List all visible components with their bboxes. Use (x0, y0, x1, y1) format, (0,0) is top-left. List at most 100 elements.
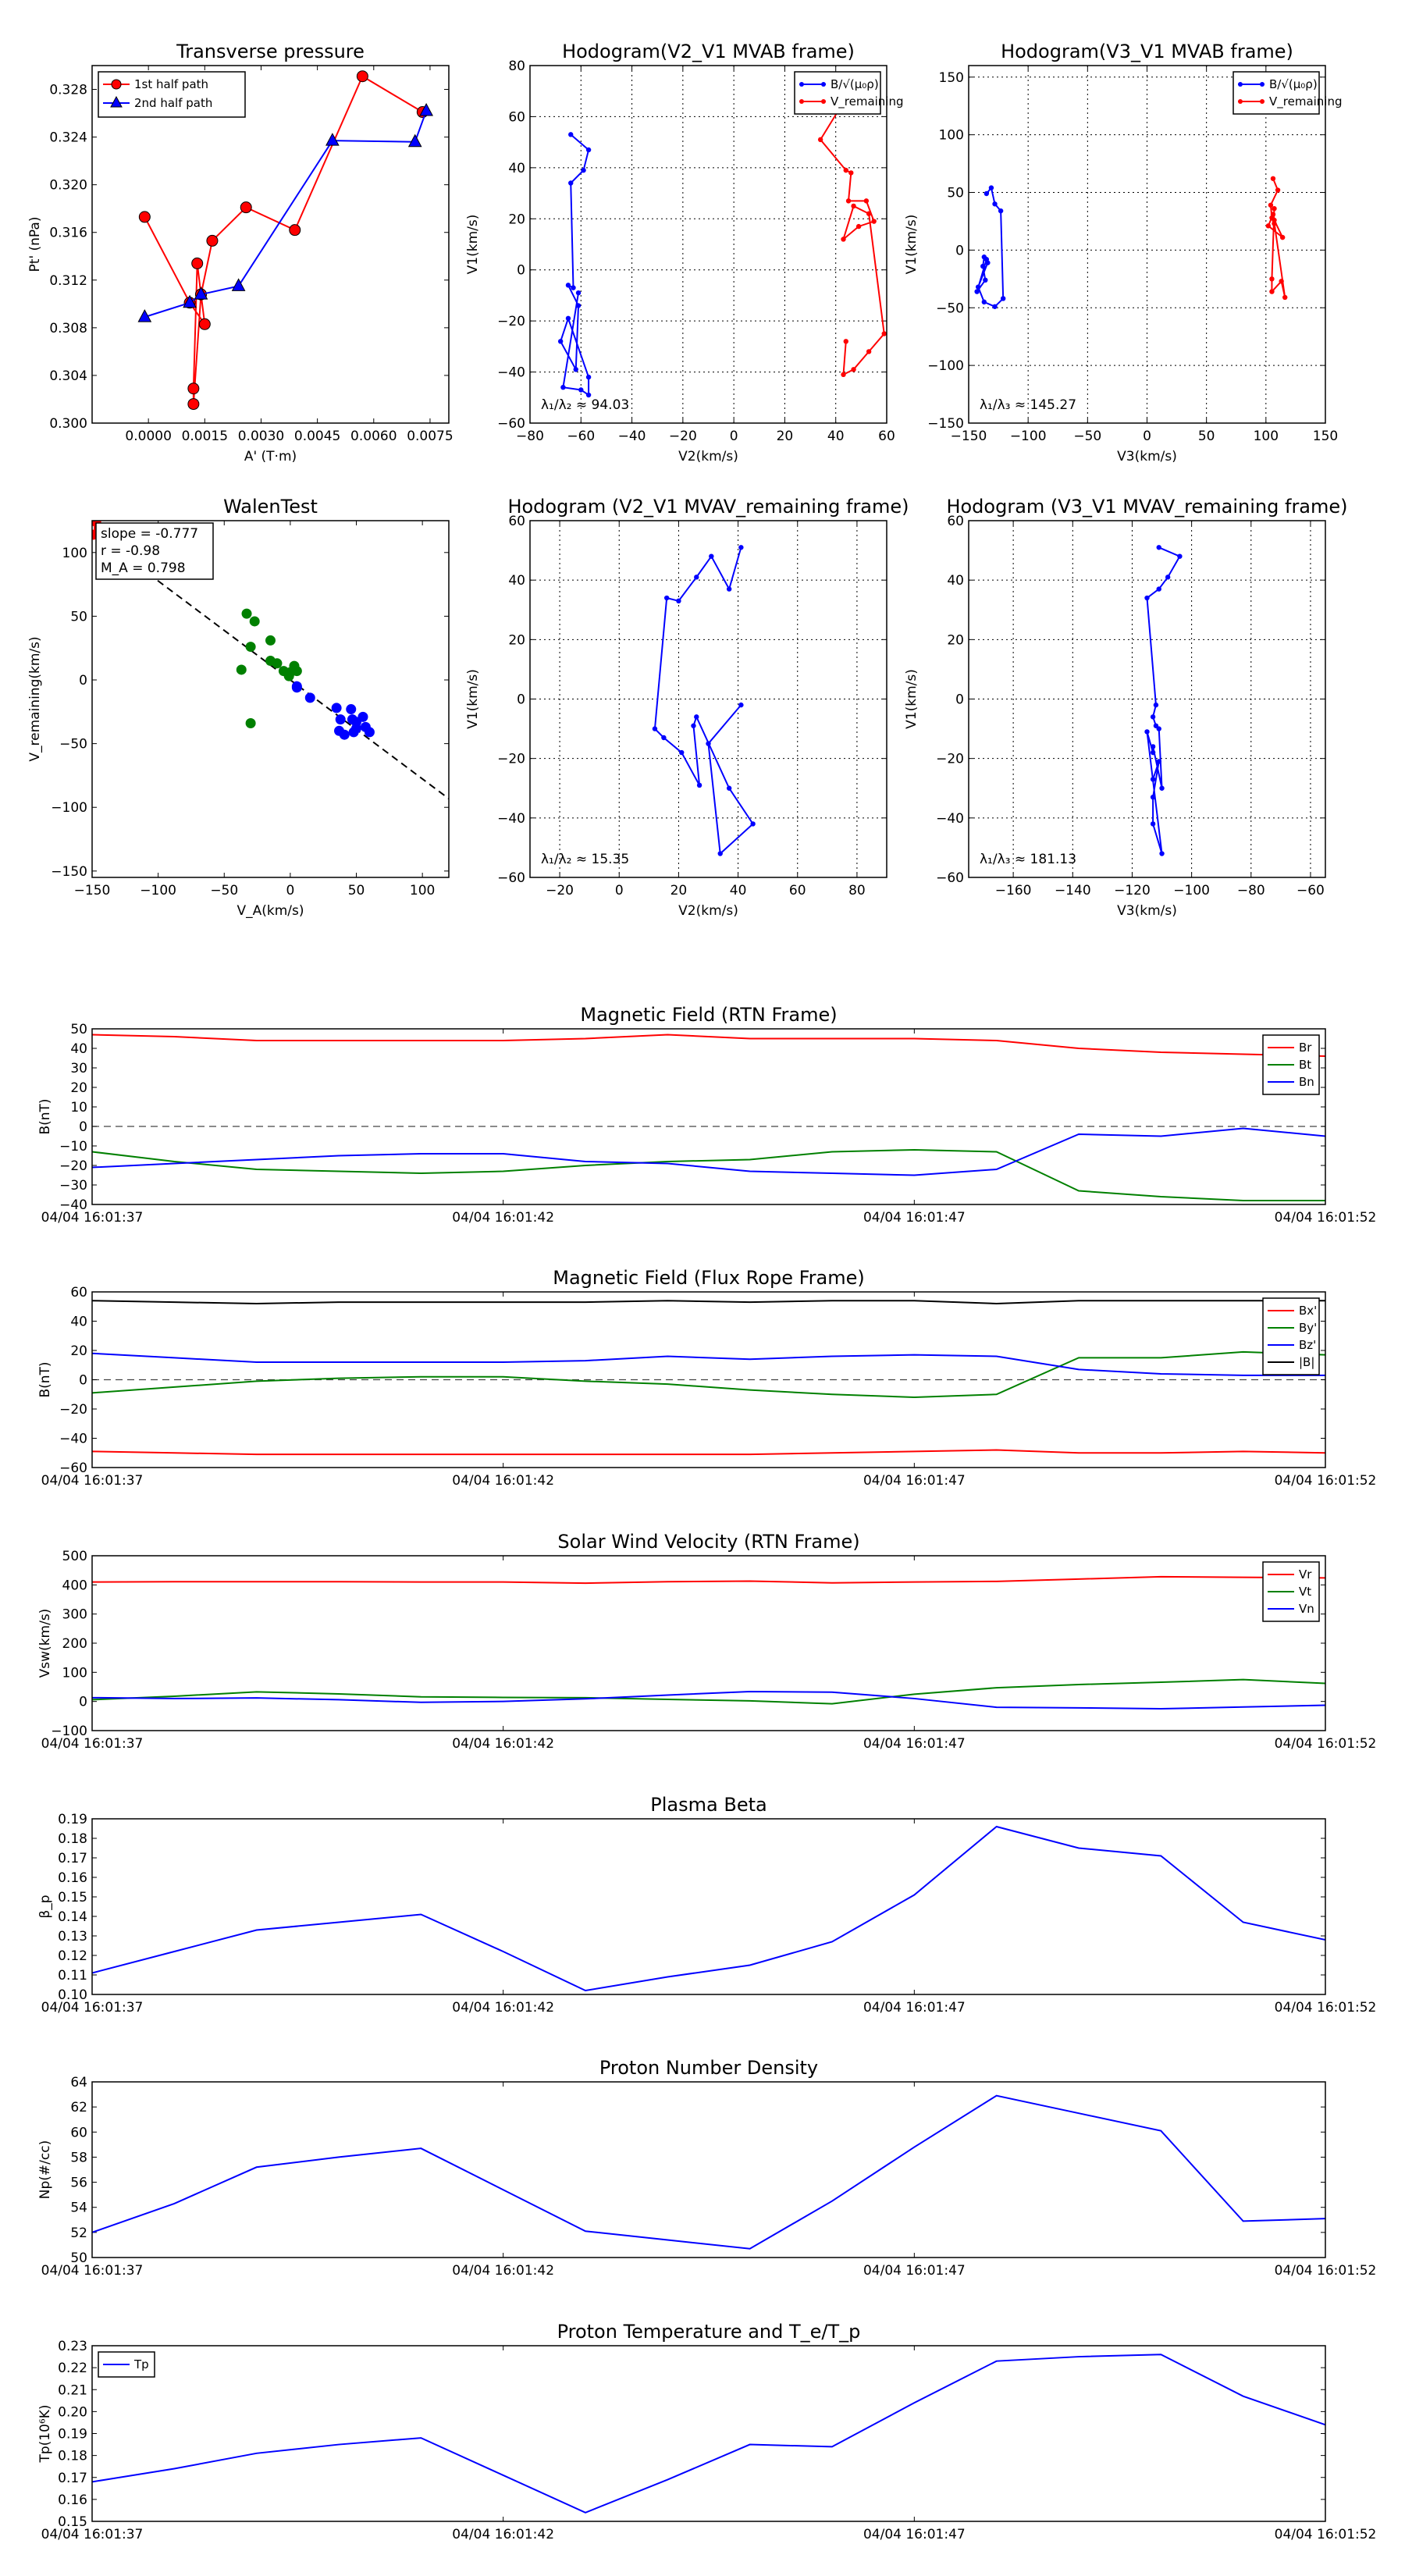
legend-marker (1238, 82, 1243, 87)
y-axis-label: Pt' (nPa) (27, 217, 43, 272)
data-point (738, 545, 744, 550)
y-tick-label: −60 (936, 870, 964, 886)
y-axis-label: V1(km/s) (904, 215, 919, 275)
y-tick-label: 100 (62, 546, 87, 561)
chart-3: WalenTest −150 −100 −50 0 50 100 −150 −100 −50 0 50… (27, 496, 450, 919)
x-axis-label: A' (T·m) (244, 449, 297, 464)
x-tick-label: 04/04 16:01:52 (1275, 1210, 1377, 1226)
series-line-3 (92, 1300, 1325, 1305)
plot-area (652, 545, 756, 856)
y-tick-label: 20 (947, 632, 964, 648)
data-point (575, 290, 582, 296)
plot-frame (91, 1028, 1326, 1205)
y-tick-label: 0 (79, 673, 87, 688)
x-tick-label: −100 (1173, 883, 1210, 898)
data-point (1272, 206, 1277, 212)
plot-frame (968, 520, 1326, 878)
y-tick-label: 300 (62, 1607, 87, 1623)
data-point (1275, 187, 1281, 193)
x-tick-label: 0 (286, 883, 294, 898)
data-point (351, 723, 362, 734)
chart-2: Hodogram(V3_V1 MVAB frame) −150 −100 −50 0 50… (904, 41, 1343, 464)
data-point (848, 170, 854, 176)
plot-area (92, 1575, 1325, 1710)
y-tick-label: 0.19 (58, 1812, 87, 1827)
y-tick-label: 40 (508, 161, 525, 176)
plot-frame (91, 2345, 1326, 2522)
y-tick-label: 0.16 (58, 1870, 87, 1886)
data-point (198, 318, 211, 330)
chart-title: Transverse pressure (176, 41, 365, 62)
chart-10: Proton Number Density 04/04 16:01:37 04/04… (37, 2057, 1376, 2279)
plot-frame (968, 65, 1326, 424)
data-point (1150, 794, 1156, 800)
data-point (272, 658, 283, 669)
data-point (1270, 212, 1276, 217)
data-point (289, 224, 301, 237)
series-line-1 (819, 105, 885, 376)
series-line-1 (144, 110, 428, 318)
chart-title: Hodogram(V2_V1 MVAB frame) (562, 41, 855, 62)
legend-label: Br (1299, 1041, 1312, 1055)
y-tick-label: 50 (70, 1022, 87, 1037)
x-tick-label: −80 (516, 429, 544, 444)
y-tick-label: −50 (59, 737, 87, 753)
data-point (1270, 176, 1276, 181)
y-tick-label: 500 (62, 1549, 87, 1564)
y-tick-label: 40 (508, 573, 525, 589)
data-point (679, 749, 685, 756)
y-tick-label: 30 (70, 1061, 87, 1076)
series-line-0 (92, 1449, 1325, 1456)
series-line-0 (92, 2354, 1325, 2514)
y-tick-label: 0.15 (58, 2514, 87, 2530)
chart-7: Magnetic Field (Flux Rope Frame) 04/04 16… (37, 1267, 1376, 1489)
x-tick-label: −50 (210, 883, 238, 898)
y-tick-label: 0.22 (58, 2361, 87, 2376)
x-tick-label: 04/04 16:01:37 (41, 2000, 144, 2016)
chart-title: Magnetic Field (RTN Frame) (580, 1004, 837, 1026)
y-tick-label: 52 (70, 2226, 87, 2241)
x-tick-label: 04/04 16:01:37 (41, 1736, 144, 1752)
y-axis-label: B(nT) (37, 1361, 53, 1397)
y-tick-label: 0 (79, 1373, 87, 1389)
x-tick-label: 50 (1198, 429, 1215, 444)
data-point (335, 714, 346, 725)
legend-label: Vn (1299, 1602, 1314, 1616)
data-point (1272, 217, 1277, 223)
series-line-1 (92, 1678, 1325, 1705)
x-tick-label: −50 (1073, 429, 1101, 444)
x-tick-label: 04/04 16:01:47 (863, 2527, 966, 2542)
y-tick-label: 80 (508, 59, 525, 74)
y-tick-label: 0.20 (58, 2404, 87, 2420)
y-tick-label: 150 (939, 70, 964, 86)
data-point (717, 851, 723, 856)
data-point (364, 727, 375, 738)
y-tick-label: −150 (927, 416, 964, 432)
x-tick-label: −100 (1010, 429, 1047, 444)
data-point (331, 703, 342, 713)
data-point (663, 595, 670, 601)
data-point (866, 349, 872, 354)
y-tick-label: 100 (939, 128, 964, 144)
y-tick-label: 60 (508, 514, 525, 529)
y-axis-label: β_p (37, 1895, 53, 1918)
y-axis-label: V1(km/s) (904, 669, 919, 729)
series-line-2 (92, 1127, 1325, 1176)
data-point (863, 198, 870, 204)
data-point (187, 398, 200, 411)
x-tick-label: −20 (546, 883, 574, 898)
x-tick-label: −120 (1114, 883, 1151, 898)
chart-1: Hodogram(V2_V1 MVAB frame)−80 −60 −40 −20 0 2… (465, 41, 904, 464)
y-tick-label: 0.18 (58, 1831, 87, 1847)
data-point (676, 598, 681, 604)
y-tick-label: 0.328 (49, 83, 87, 98)
data-point (407, 133, 422, 148)
legend-label: Bt (1299, 1058, 1311, 1072)
data-point (1150, 744, 1156, 749)
y-tick-label: −40 (497, 811, 525, 827)
x-tick-label: 04/04 16:01:37 (41, 2263, 144, 2279)
x-tick-label: 40 (730, 883, 747, 898)
x-tick-label: 04/04 16:01:37 (41, 1473, 144, 1489)
legend-marker (1260, 99, 1264, 104)
chart-0: Transverse pressure 0.0000 0.0015 0.0030 0.0… (27, 41, 454, 464)
